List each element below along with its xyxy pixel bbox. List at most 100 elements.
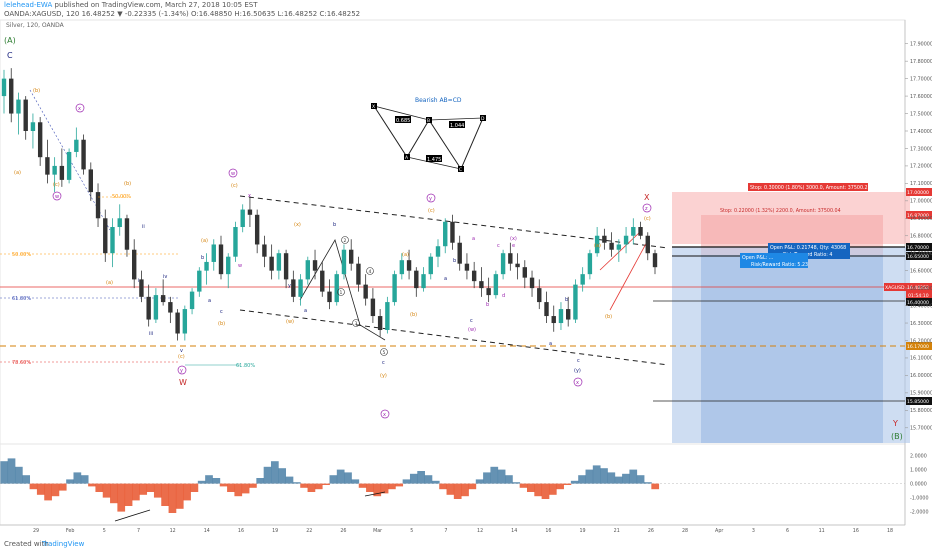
candle-body [103, 218, 108, 254]
osc-bar [314, 483, 323, 490]
time-tick-label: 16 [545, 528, 551, 534]
author-link[interactable]: lelehead-EWA [4, 1, 53, 9]
tag-countdown [906, 291, 932, 299]
osc-bar [351, 479, 360, 484]
chart-label: (a) [106, 280, 113, 286]
osc-bar [461, 483, 469, 497]
osc-bar [505, 475, 513, 484]
candle-body [508, 253, 513, 264]
wave-circle-mark [366, 267, 374, 275]
candle-body [254, 214, 260, 245]
osc-bar [373, 483, 382, 497]
candle-body [9, 78, 14, 114]
candle-body [443, 221, 448, 247]
osc-bar [534, 483, 543, 497]
fib-786-label: 78.60% [12, 360, 31, 366]
osc-bar [249, 483, 257, 488]
chart-label: w [238, 263, 242, 269]
chart-label: ii [142, 224, 145, 230]
chart-label: c [497, 243, 500, 249]
osc-bar [578, 475, 586, 484]
candle-body [623, 235, 629, 245]
time-tick-label: 28 [682, 528, 688, 534]
osc-bar [227, 483, 235, 492]
wave-circle-mark [228, 168, 238, 178]
price-tick-label: 17.90000 [910, 42, 932, 48]
candle-body [139, 279, 144, 297]
osc-bar [336, 469, 345, 484]
osc-bar [212, 478, 221, 484]
osc-bar [439, 483, 447, 490]
osc-bar [483, 472, 491, 484]
chart-label: (a) [402, 252, 409, 258]
price-tick-label: 16.90000 [910, 216, 932, 222]
osc-bar [519, 483, 528, 488]
candle-body [218, 244, 224, 275]
chart-label: 1 [340, 290, 343, 296]
osc-bar [36, 483, 45, 495]
candle-body [204, 261, 209, 271]
chart-label: b [486, 302, 489, 308]
osc-bar [446, 483, 455, 495]
time-tick-label: 14 [204, 528, 210, 534]
chart-label: 3 [355, 321, 358, 327]
candle-body [363, 284, 368, 299]
candle-series [1, 68, 658, 341]
osc-bar [285, 476, 294, 484]
publish-line: lelehead-EWA published on TradingView.co… [4, 1, 258, 10]
candle-body [160, 295, 166, 303]
chart-label: a [304, 308, 307, 314]
ohlc-line: OANDA:XAGUSD, 120 16.48252 ▼ -0.22335 (-… [4, 10, 361, 18]
chart-label: b [565, 297, 568, 303]
candle-body [377, 316, 383, 331]
price-axis: 17.90000 17.80000 17.70000 17.60000 17.50000… [905, 42, 932, 432]
candle-body [457, 242, 462, 264]
price-tick-label: 17.30000 [910, 146, 932, 152]
candle-body [52, 165, 57, 175]
wave-circle-mark [52, 191, 62, 201]
candle-body [479, 281, 484, 289]
chart-label: XAGUSD [885, 285, 905, 291]
fib-w-label: 61.80% [236, 363, 255, 369]
candle-body [544, 302, 549, 317]
candle-body [421, 274, 426, 289]
wave-red-wedge-2 [609, 239, 649, 311]
chart-label: 2 [344, 238, 347, 244]
chart-label: a [208, 298, 211, 304]
osc-bar [395, 483, 404, 487]
candle-body [211, 244, 216, 262]
price-tick-label: 17.00000 [910, 199, 932, 205]
chart-label: (c) [644, 216, 651, 222]
osc-bar [526, 483, 535, 492]
chart-label: (x) [294, 222, 301, 228]
price-tick-label: 17.40000 [910, 129, 932, 135]
chart-label: (b) [605, 314, 612, 320]
wave-circle-mark [380, 409, 390, 419]
candle-body [1, 78, 7, 97]
osc-tick-label: 1.0000 [910, 467, 927, 473]
candle-body [406, 260, 412, 271]
candle-body [291, 279, 296, 297]
osc-bar [146, 483, 155, 492]
chart-label: i [138, 278, 139, 284]
osc-bar [622, 473, 630, 484]
osc-bar [219, 483, 228, 487]
chart-label: 16.65000 [907, 254, 929, 260]
tag-support [906, 298, 932, 306]
chart-label: (b) [410, 312, 417, 318]
candle-body [95, 192, 101, 219]
osc-bar [563, 483, 572, 485]
chart-label: (c) [231, 183, 238, 189]
candle-body [435, 246, 441, 257]
osc-bar [168, 483, 177, 513]
candle-body [486, 288, 491, 296]
candle-body [320, 270, 325, 292]
chart-label: (c) [178, 354, 185, 360]
tradingview-logo[interactable]: TradingView [42, 540, 85, 548]
chart-label: 16.70000 [907, 245, 929, 251]
chart-label: 16.17000 [907, 344, 929, 350]
candle-body [558, 309, 564, 324]
pattern-title: Bearish AB=CD [415, 97, 462, 104]
wave-circle-mark [337, 288, 345, 296]
